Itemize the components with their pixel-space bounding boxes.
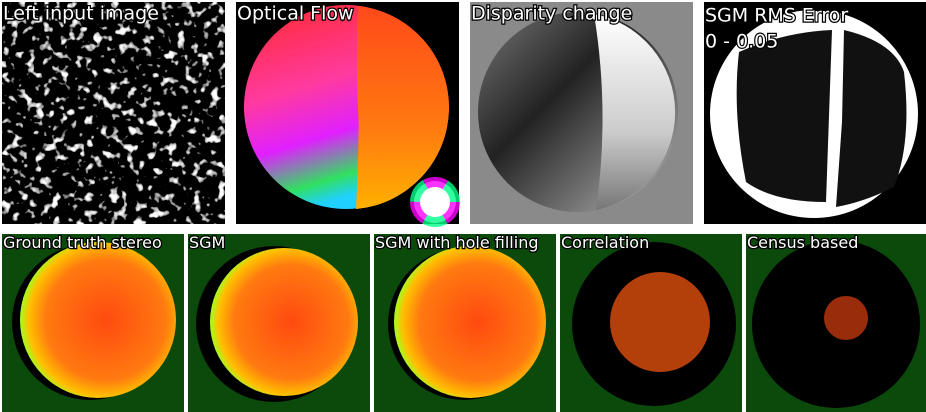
panel-census [746,234,926,412]
panel-sgm [188,234,370,412]
panel-input [2,2,225,224]
label-range: 0 - 0.05 [705,31,778,53]
label: Census based [747,233,858,252]
label: Disparity change [471,3,632,25]
panel-gt [2,234,184,412]
label: SGM [189,233,225,252]
label: Left input image [3,3,159,25]
panel-error [704,2,926,224]
panel-flow [236,2,460,227]
label: Correlation [561,233,649,252]
label: SGM RMS Error [705,5,848,27]
label: Ground truth stereo [3,233,162,252]
panel-correlation [560,234,742,412]
panel-sgm-fill [374,234,556,412]
label: SGM with hole filling [375,233,539,252]
label: Optical Flow [237,3,354,25]
panel-disparity [470,2,693,224]
